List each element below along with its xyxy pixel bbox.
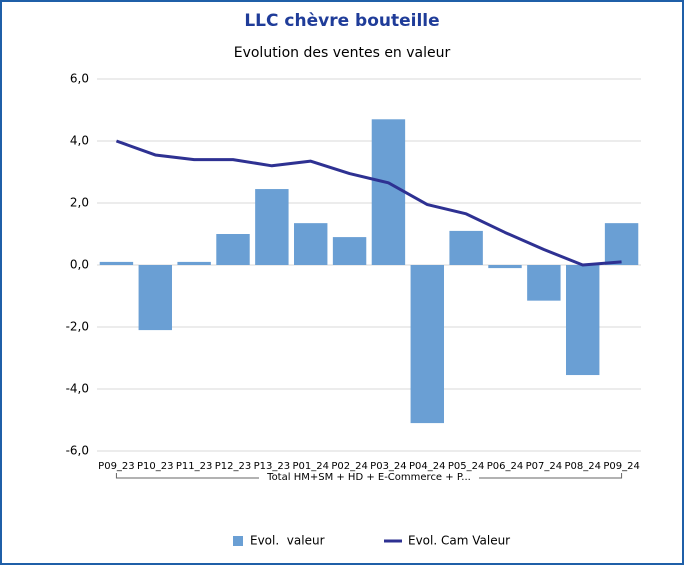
x-tick-label: P12_23	[215, 461, 251, 472]
x-tick-label: P06_24	[487, 461, 523, 472]
legend-label: Evol. valeur	[250, 534, 325, 548]
x-tick-label: P13_23	[254, 461, 290, 472]
bar	[566, 265, 600, 376]
x-tick-label: P10_23	[137, 461, 173, 472]
line	[115, 139, 622, 267]
x-tick-label: P09_23	[98, 461, 134, 472]
x-tick-label: P05_24	[448, 461, 484, 472]
bar	[216, 234, 250, 265]
legend-label: Evol. Cam Valeur	[408, 534, 510, 548]
bar	[294, 223, 328, 265]
bar	[527, 265, 561, 301]
y-tick-label: 4,0	[70, 134, 89, 148]
chart-subtitle: Evolution des ventes en valeur	[234, 45, 451, 61]
chart-title: LLC chèvre bouteille	[244, 11, 439, 31]
bar	[604, 223, 639, 265]
bar	[371, 119, 406, 265]
x-tick-label: P04_24	[409, 461, 445, 472]
x-tick-label: P09_24	[603, 461, 639, 472]
bar	[488, 265, 522, 269]
x-tick-label: P08_24	[564, 461, 600, 472]
bar	[332, 237, 367, 265]
x-tick-label: P02_24	[331, 461, 367, 472]
bar	[255, 189, 289, 265]
y-tick-label: -4,0	[66, 382, 89, 396]
y-tick-label: 0,0	[70, 258, 89, 272]
bar	[410, 265, 444, 424]
bar	[99, 261, 134, 265]
y-tick-label: 2,0	[70, 196, 89, 210]
y-tick-label: -2,0	[66, 320, 89, 334]
y-tick-label: -6,0	[66, 444, 89, 458]
x-tick-label: P07_24	[526, 461, 562, 472]
group-bracket	[115, 473, 623, 479]
bar	[177, 261, 211, 265]
x-tick-label: P11_23	[176, 461, 212, 472]
y-tick-label: 6,0	[70, 72, 89, 86]
legend-swatch	[233, 536, 243, 546]
x-tick-label: P01_24	[292, 461, 328, 472]
x-tick-label: P03_24	[370, 461, 406, 472]
bar	[138, 265, 172, 331]
bar	[449, 230, 483, 265]
group-label: Total HM+SM + HD + E-Commerce + P...	[266, 472, 471, 483]
